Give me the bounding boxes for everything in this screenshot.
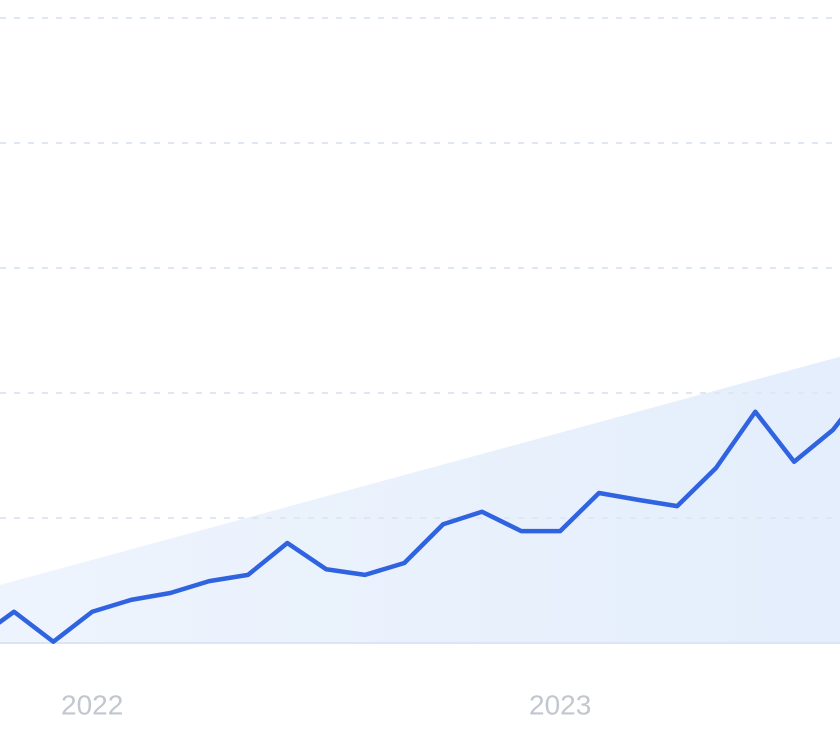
x-tick-label: 2022: [61, 689, 123, 720]
plot-area: [0, 17, 840, 644]
trend-line: [0, 409, 840, 644]
trend-area: [0, 356, 840, 643]
x-tick-label: 2023: [529, 689, 591, 720]
